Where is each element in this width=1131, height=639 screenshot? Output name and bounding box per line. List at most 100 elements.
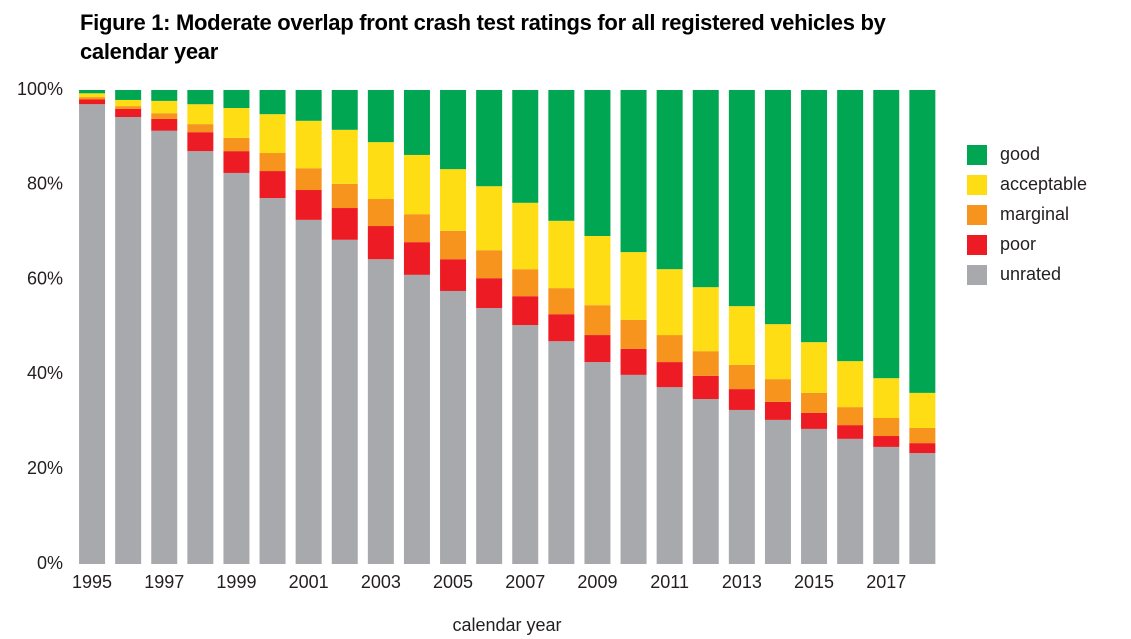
- bar-segment: [331, 129, 358, 184]
- x-tick-label: 2001: [289, 572, 329, 592]
- x-tick-label: 2009: [577, 572, 617, 592]
- bar-segment: [764, 90, 791, 325]
- legend-label: marginal: [1000, 204, 1069, 224]
- bar-segment: [115, 106, 142, 109]
- bar-segment: [476, 250, 503, 279]
- bar-segment: [656, 269, 683, 336]
- bar-segment: [837, 90, 864, 362]
- bar-segment: [548, 220, 575, 289]
- bar-segment: [728, 389, 755, 410]
- x-tick-label: 1999: [216, 572, 256, 592]
- chart-title: Figure 1: Moderate overlap front crash t…: [80, 10, 886, 64]
- bar-segment: [656, 362, 683, 388]
- bar-segment: [331, 208, 358, 240]
- bar-segment: [151, 118, 178, 131]
- bar-segment: [440, 290, 467, 564]
- x-axis-label: calendar year: [452, 615, 561, 635]
- bar-segment: [512, 269, 539, 297]
- bar-segment: [115, 90, 142, 100]
- bar-segment: [512, 325, 539, 564]
- bar-segment: [548, 90, 575, 221]
- bar-segment: [909, 392, 936, 428]
- bar-segment: [259, 171, 286, 199]
- legend-label: unrated: [1000, 264, 1061, 284]
- y-tick-label: 60%: [27, 268, 63, 288]
- bar-segment: [440, 259, 467, 291]
- bar-segment: [692, 287, 719, 352]
- bar-segment: [656, 90, 683, 270]
- bar-segment: [801, 342, 828, 393]
- legend-swatch: [967, 205, 987, 225]
- bar-segment: [692, 90, 719, 288]
- bar-segment: [801, 428, 828, 564]
- bar-segment: [728, 90, 755, 307]
- bar-segment: [909, 427, 936, 444]
- x-tick-label: 2003: [361, 572, 401, 592]
- bar-segment: [367, 259, 394, 564]
- bar-segment: [259, 153, 286, 172]
- bar-segment: [476, 278, 503, 309]
- bar-segment: [584, 235, 611, 306]
- bar-segment: [728, 364, 755, 390]
- y-tick-label: 40%: [27, 363, 63, 383]
- bar-segment: [367, 199, 394, 227]
- y-tick-label: 100%: [17, 79, 63, 99]
- bar-segment: [187, 104, 214, 125]
- bar-segment: [909, 443, 936, 454]
- x-tick-label: 2011: [650, 572, 689, 592]
- bar-segment: [873, 378, 900, 419]
- bar-segment: [79, 97, 106, 100]
- bar-segment: [873, 436, 900, 447]
- bar-segment: [620, 374, 647, 564]
- y-tick-label: 80%: [27, 174, 63, 194]
- x-tick-label: 2013: [722, 572, 762, 592]
- bar-segment: [584, 362, 611, 564]
- x-tick-label: 2005: [433, 572, 473, 592]
- bar-segment: [331, 90, 358, 130]
- bar-segment: [440, 230, 467, 260]
- bar-segment: [295, 219, 322, 564]
- bar-segment: [584, 90, 611, 236]
- bar-segment: [403, 274, 430, 564]
- bar-segment: [584, 305, 611, 336]
- bar-segment: [187, 124, 214, 133]
- x-tick-label: 2015: [794, 572, 834, 592]
- legend-swatch: [967, 175, 987, 195]
- bar-segment: [692, 351, 719, 376]
- bar-segment: [692, 375, 719, 400]
- bar-segment: [476, 186, 503, 251]
- bar-segment: [837, 438, 864, 564]
- bar-segment: [223, 108, 250, 138]
- legend-label: good: [1000, 144, 1040, 164]
- bar-segment: [873, 418, 900, 437]
- bar-segment: [187, 132, 214, 152]
- bar-segment: [403, 154, 430, 215]
- bar-segment: [79, 90, 106, 94]
- bar-segment: [873, 90, 900, 379]
- bar-segment: [151, 130, 178, 564]
- bar-segment: [115, 99, 142, 107]
- bar-segment: [909, 90, 936, 393]
- bar-segment: [656, 387, 683, 564]
- bar-segment: [476, 308, 503, 564]
- bar-segment: [548, 341, 575, 564]
- bar-segment: [403, 242, 430, 275]
- bar-segment: [728, 306, 755, 365]
- bar-segment: [548, 314, 575, 342]
- bar-segment: [295, 190, 322, 220]
- bar-segment: [295, 90, 322, 121]
- x-tick-label: 2007: [505, 572, 545, 592]
- bar-segment: [223, 172, 250, 564]
- bar-segment: [151, 90, 178, 101]
- bar-segment: [223, 137, 250, 152]
- x-tick-label: 2017: [866, 572, 906, 592]
- legend-swatch: [967, 235, 987, 255]
- bar-segment: [620, 348, 647, 375]
- bar-segment: [115, 117, 142, 564]
- bar-segment: [403, 90, 430, 155]
- x-tick-label: 1995: [72, 572, 112, 592]
- bar-segment: [295, 168, 322, 191]
- bar-segment: [801, 412, 828, 429]
